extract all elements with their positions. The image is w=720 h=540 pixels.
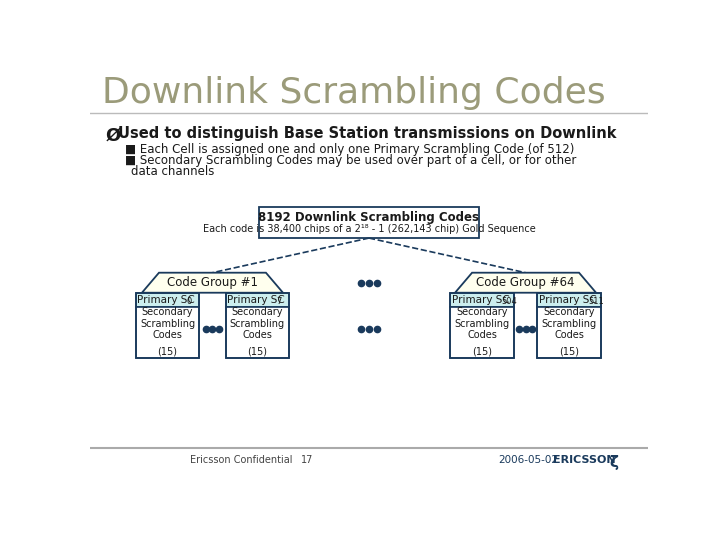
Text: Primary SC: Primary SC [227,295,284,305]
FancyBboxPatch shape [136,307,199,358]
Text: Code Group #1: Code Group #1 [167,276,258,289]
Text: (15): (15) [158,346,178,356]
Text: (15): (15) [559,346,579,356]
Text: Secondary
Scrambling
Codes: Secondary Scrambling Codes [230,307,285,340]
Text: Secondary
Scrambling
Codes: Secondary Scrambling Codes [140,307,195,340]
Text: 504: 504 [502,296,517,306]
Text: (15): (15) [248,346,267,356]
Text: (15): (15) [472,346,492,356]
Text: 0: 0 [187,296,192,306]
Text: 7: 7 [276,296,282,306]
Text: Used to distinguish Base Station transmissions on Downlink: Used to distinguish Base Station transmi… [118,126,616,141]
FancyBboxPatch shape [537,307,600,358]
FancyBboxPatch shape [225,307,289,358]
FancyBboxPatch shape [451,307,514,358]
Text: Primary SC: Primary SC [451,295,510,305]
FancyBboxPatch shape [537,293,600,307]
Text: Secondary
Scrambling
Codes: Secondary Scrambling Codes [541,307,596,340]
Text: Ericsson Confidential: Ericsson Confidential [190,455,292,465]
FancyBboxPatch shape [259,207,479,238]
Polygon shape [142,273,283,293]
Text: ■ Secondary Scrambling Codes may be used over part of a cell, or for other: ■ Secondary Scrambling Codes may be used… [125,154,576,167]
Text: 8192 Downlink Scrambling Codes: 8192 Downlink Scrambling Codes [258,211,480,224]
Text: 17: 17 [301,455,313,465]
FancyBboxPatch shape [225,293,289,307]
Text: ζ: ζ [609,455,618,470]
Text: 2006-05-02: 2006-05-02 [498,455,558,465]
FancyBboxPatch shape [451,293,514,307]
Polygon shape [455,273,596,293]
Text: ERICSSON: ERICSSON [553,455,616,465]
Text: Primary SC: Primary SC [539,295,596,305]
Text: Ø: Ø [106,126,121,144]
Text: Downlink Scrambling Codes: Downlink Scrambling Codes [102,76,606,110]
FancyBboxPatch shape [136,293,199,307]
Text: ■ Each Cell is assigned one and only one Primary Scrambling Code (of 512): ■ Each Cell is assigned one and only one… [125,143,575,156]
Text: Secondary
Scrambling
Codes: Secondary Scrambling Codes [454,307,510,340]
Text: Primary SC: Primary SC [137,295,195,305]
Text: Code Group #64: Code Group #64 [477,276,575,289]
Text: Each code is 38,400 chips of a 2¹⁸ - 1 (262,143 chip) Gold Sequence: Each code is 38,400 chips of a 2¹⁸ - 1 (… [202,224,536,234]
Text: data channels: data channels [131,165,215,178]
Text: 511: 511 [588,296,604,306]
